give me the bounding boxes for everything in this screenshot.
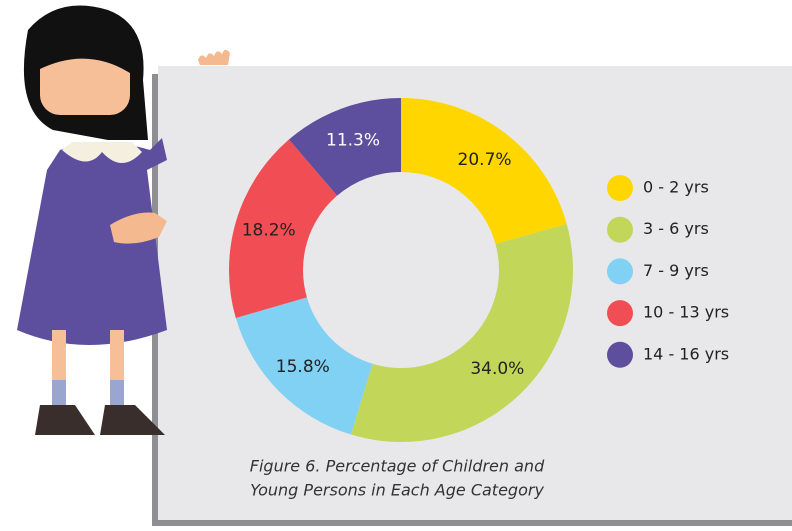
legend-swatch xyxy=(607,342,633,368)
legend-label: 10 - 13 yrs xyxy=(643,303,729,322)
caption: Young Persons in Each Age Category xyxy=(250,481,544,500)
value-label: 34.0% xyxy=(470,359,524,379)
page: 20.7% 34.0% 15.8% 18.2% 11.3% 0 - 2 yrs 3 - 6 … xyxy=(0,0,792,531)
value-label: 20.7% xyxy=(458,150,512,170)
legend-label: 0 - 2 yrs xyxy=(643,178,709,197)
girl-sock xyxy=(52,380,66,405)
girl-hand xyxy=(198,50,230,65)
legend-swatch xyxy=(607,258,633,284)
legend-swatch xyxy=(607,300,633,326)
value-label: 18.2% xyxy=(242,221,296,241)
caption: Figure 6. Percentage of Children and xyxy=(250,457,545,476)
girl-shoe xyxy=(35,405,95,435)
legend-swatch xyxy=(607,217,633,243)
value-label: 11.3% xyxy=(326,131,380,151)
legend-swatch xyxy=(607,175,633,201)
legend-label: 7 - 9 yrs xyxy=(643,261,709,280)
legend-label: 14 - 16 yrs xyxy=(643,344,729,363)
legend-label: 3 - 6 yrs xyxy=(643,219,709,238)
value-label: 15.8% xyxy=(276,357,330,377)
girl-sock xyxy=(110,380,124,405)
